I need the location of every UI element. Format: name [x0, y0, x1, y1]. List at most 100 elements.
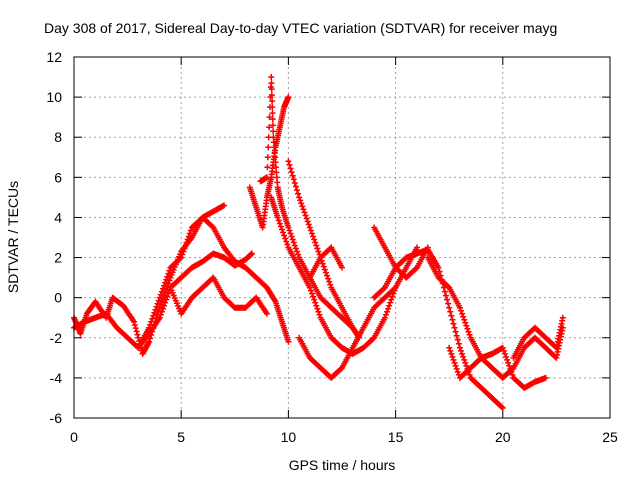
data-point — [283, 238, 290, 245]
data-point — [302, 212, 309, 219]
data-point — [248, 250, 255, 257]
data-point — [272, 154, 279, 161]
data-point — [542, 374, 549, 381]
y-tick-label: -2 — [50, 330, 63, 346]
y-tick-label: 10 — [46, 89, 62, 105]
data-point — [319, 260, 326, 267]
data-point — [440, 284, 447, 291]
data-point — [156, 304, 163, 311]
data-point — [462, 319, 469, 326]
data-point — [278, 226, 285, 233]
data-point — [295, 190, 302, 197]
data-point — [451, 359, 458, 366]
data-point — [314, 305, 321, 312]
data-point — [504, 356, 511, 363]
data-point — [157, 291, 164, 298]
data-point — [186, 230, 193, 237]
data-point — [273, 169, 280, 176]
y-tick-label: 6 — [54, 169, 62, 185]
data-point — [146, 338, 153, 345]
data-point — [321, 266, 328, 273]
data-point — [292, 245, 299, 252]
data-point — [460, 313, 467, 320]
y-tick-label: 8 — [54, 129, 62, 145]
data-point — [507, 365, 514, 372]
data-point — [156, 294, 163, 301]
data-point — [271, 144, 278, 151]
data-point — [269, 104, 276, 111]
data-point — [166, 277, 173, 284]
data-point — [287, 230, 294, 237]
data-point — [435, 264, 442, 271]
data-point — [268, 80, 275, 87]
data-point — [282, 235, 289, 242]
data-point — [503, 353, 510, 360]
data-point — [271, 149, 278, 156]
data-point — [312, 299, 319, 306]
data-point — [441, 288, 448, 295]
data-point — [299, 203, 306, 210]
data-point — [165, 280, 172, 287]
data-point — [305, 221, 312, 228]
data-point — [150, 312, 157, 319]
data-point — [164, 273, 171, 280]
series-track-9 — [296, 284, 399, 381]
data-point — [131, 321, 138, 328]
data-point — [291, 242, 298, 249]
data-point — [287, 165, 294, 172]
data-point — [315, 308, 322, 315]
series-track-7 — [268, 194, 421, 357]
series-track-12 — [371, 246, 506, 411]
data-point — [157, 301, 164, 308]
data-point — [132, 325, 139, 332]
data-point — [158, 308, 165, 315]
data-point — [300, 206, 307, 213]
data-point — [449, 353, 456, 360]
data-point — [308, 290, 315, 297]
data-point — [447, 308, 454, 315]
data-point — [274, 214, 281, 221]
data-point — [382, 311, 389, 318]
data-point — [454, 368, 461, 375]
data-point — [161, 302, 168, 309]
data-point — [307, 227, 314, 234]
y-tick-label: 4 — [54, 209, 62, 225]
data-point — [159, 305, 166, 312]
data-point — [391, 285, 398, 292]
data-point — [292, 183, 299, 190]
data-point — [310, 293, 317, 300]
data-point — [454, 336, 461, 343]
x-tick-label: 20 — [495, 429, 511, 445]
data-point — [285, 224, 292, 231]
data-point — [449, 316, 456, 323]
data-point — [265, 144, 272, 151]
data-point — [389, 293, 396, 300]
data-point — [184, 236, 191, 243]
data-point — [275, 217, 282, 224]
data-point — [508, 368, 515, 375]
data-point — [269, 122, 276, 129]
y-tick-label: 0 — [54, 290, 62, 306]
data-point — [462, 359, 469, 366]
data-point — [147, 321, 154, 328]
data-point — [183, 239, 190, 246]
y-tick-label: 2 — [54, 250, 62, 266]
data-point — [277, 223, 284, 230]
data-point — [131, 318, 138, 325]
series-track-5 — [246, 94, 292, 231]
data-point — [453, 365, 460, 372]
data-point — [384, 308, 391, 315]
series-track-13 — [424, 254, 566, 381]
x-axis-label: GPS time / hours — [289, 457, 396, 473]
data-point — [307, 287, 314, 294]
data-point — [288, 233, 295, 240]
data-point — [315, 248, 322, 255]
data-point — [148, 318, 155, 325]
data-point — [381, 314, 388, 321]
data-point — [387, 299, 394, 306]
data-point — [157, 311, 164, 318]
series-track-10 — [306, 244, 345, 281]
data-point — [264, 164, 271, 171]
data-point — [501, 350, 508, 357]
